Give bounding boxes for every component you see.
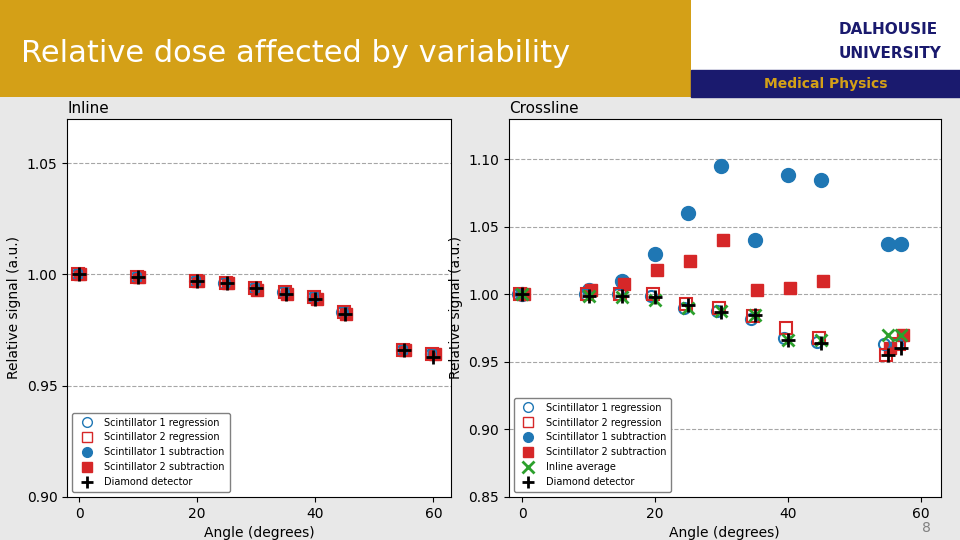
- Y-axis label: Relative signal (a.u.): Relative signal (a.u.): [448, 237, 463, 379]
- Y-axis label: Relative signal (a.u.): Relative signal (a.u.): [7, 237, 21, 379]
- Text: Inline: Inline: [67, 101, 108, 116]
- Text: Crossline: Crossline: [509, 101, 579, 116]
- Legend: Scintillator 1 regression, Scintillator 2 regression, Scintillator 1 subtraction: Scintillator 1 regression, Scintillator …: [72, 413, 229, 492]
- X-axis label: Angle (degrees): Angle (degrees): [669, 526, 780, 540]
- X-axis label: Angle (degrees): Angle (degrees): [204, 526, 315, 540]
- Text: Medical Physics: Medical Physics: [764, 77, 887, 91]
- Bar: [691, 70, 960, 97]
- Legend: Scintillator 1 regression, Scintillator 2 regression, Scintillator 1 subtraction: Scintillator 1 regression, Scintillator …: [514, 398, 671, 492]
- Text: DALHOUSIE: DALHOUSIE: [839, 22, 938, 37]
- Text: Relative dose affected by variability: Relative dose affected by variability: [21, 39, 570, 68]
- Text: UNIVERSITY: UNIVERSITY: [839, 46, 942, 61]
- Text: 8: 8: [923, 521, 931, 535]
